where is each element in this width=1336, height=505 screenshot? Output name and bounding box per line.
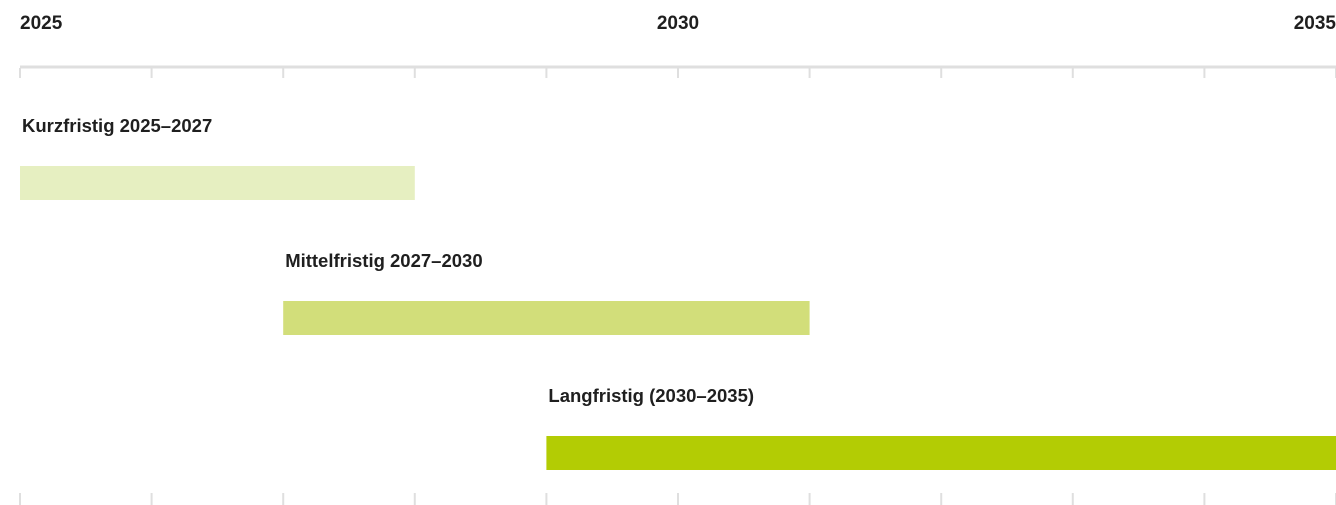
phase-1: Kurzfristig 2025–2027 bbox=[20, 115, 415, 200]
phase-label-2: Mittelfristig 2027–2030 bbox=[285, 250, 482, 271]
year-labels: 2025 2030 2035 bbox=[20, 13, 1336, 34]
phase-2: Mittelfristig 2027–2030 bbox=[283, 250, 810, 335]
phase-3: Langfristig (2030–2035) bbox=[546, 385, 1336, 470]
bottom-axis bbox=[19, 493, 1336, 505]
year-label-2035: 2035 bbox=[1294, 13, 1336, 34]
top-axis bbox=[19, 65, 1336, 78]
phase-bar-2 bbox=[283, 301, 810, 335]
phase-bar-3 bbox=[546, 436, 1336, 470]
phase-bar-1 bbox=[20, 166, 415, 200]
phase-label-1: Kurzfristig 2025–2027 bbox=[22, 115, 212, 136]
year-label-2025: 2025 bbox=[20, 13, 63, 34]
phases: Kurzfristig 2025–2027 Mittelfristig 2027–… bbox=[20, 115, 1336, 470]
phase-label-3: Langfristig (2030–2035) bbox=[548, 385, 754, 406]
year-label-2030: 2030 bbox=[657, 13, 699, 34]
